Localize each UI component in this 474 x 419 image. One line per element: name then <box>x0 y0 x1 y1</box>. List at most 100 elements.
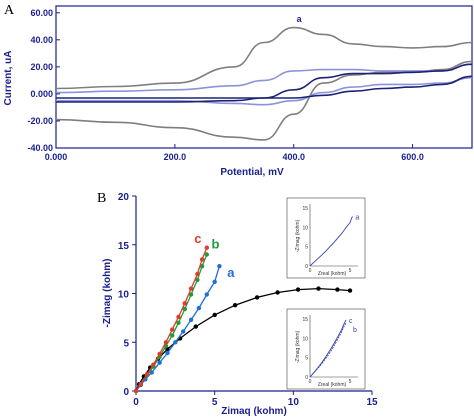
panel-b-ticks: 0 5 10 15 0 5 10 15 20 <box>118 192 378 408</box>
inset-curve-b <box>309 322 347 378</box>
inset-bc-y-label: -Zimag (kohm) <box>295 330 301 363</box>
nyquist-point-c <box>182 301 187 306</box>
nyquist-point-b <box>204 252 209 257</box>
inset-bc-x-label: Zreal (kohm) <box>318 382 347 388</box>
panel-b-y-tick-label: 5 <box>123 338 129 349</box>
cv-curve-label-a: a <box>297 14 303 24</box>
inset-a-x-label: Zreal (kohm) <box>318 271 347 277</box>
cv-curve-c-forward <box>56 63 473 103</box>
inset-x-tick-label: 0 <box>309 379 312 385</box>
panel-b-x-tick-label: 5 <box>212 397 218 408</box>
inset-curve-c <box>309 319 347 378</box>
inset-bc-curves: cb <box>309 318 357 378</box>
nyquist-point-c <box>144 372 150 377</box>
inset-bc-ticks: 0 5 0 5 10 15 <box>302 317 351 385</box>
inset-curve-a <box>309 216 353 267</box>
nyquist-point-a <box>188 317 194 322</box>
nyquist-point-a <box>217 264 222 269</box>
nyquist-point-a <box>196 305 202 311</box>
nyquist-point-d <box>254 295 260 300</box>
inset-y-tick-label: 15 <box>302 317 308 323</box>
inset-curve-label-c: c <box>349 318 353 325</box>
panel-b-y-tick-label: 10 <box>118 290 130 301</box>
nyquist-label-b: b <box>212 237 220 252</box>
nyquist-point-d <box>275 290 280 295</box>
nyquist-point-b <box>170 333 175 338</box>
panel-b-x-tick-label: 0 <box>133 397 139 408</box>
nyquist-point-b <box>182 306 187 312</box>
cv-curve-b-forward <box>55 63 473 94</box>
inset-curve-label-b: b <box>353 327 357 334</box>
inset-curve-label-a: a <box>355 214 359 221</box>
panel-b-x-tick-label: 10 <box>288 397 300 408</box>
panel-b-y-tick-label: 20 <box>118 192 130 203</box>
panel-a-y-tick-label: 0.000 <box>30 89 53 99</box>
nyquist-point-c <box>170 327 175 332</box>
inset-y-tick-label: 10 <box>302 336 308 342</box>
nyquist-point-c <box>157 351 162 357</box>
panel-a-y-tick-label: 40.00 <box>30 35 53 45</box>
panel-a-frame <box>55 5 473 149</box>
nyquist-point-c <box>204 245 209 250</box>
nyquist-point-c <box>188 286 194 291</box>
nyquist-point-c <box>163 340 169 345</box>
inset-y-tick-label: 5 <box>305 356 308 362</box>
panel-a-x-tick-label: 0.000 <box>45 152 68 162</box>
nyquist-point-d <box>212 312 217 318</box>
inset-a-frame <box>286 197 366 279</box>
nyquist-line-d <box>135 287 351 392</box>
panel-a-y-tick-label: 60.00 <box>30 8 53 18</box>
inset-a-ticks: 0 5 0 5 10 15 <box>302 206 351 274</box>
panel-a-y-tick-label: -20.00 <box>27 116 53 126</box>
panel-a-label: A <box>4 3 15 18</box>
nyquist-point-c <box>199 257 205 262</box>
nyquist-point-d <box>193 324 198 329</box>
inset-x-tick-label: 5 <box>349 379 352 385</box>
inset-y-tick-label: 0 <box>305 375 308 381</box>
inset-y-tick-label: 5 <box>305 245 308 251</box>
panel-b-y-label: -Zimag (kohm) <box>102 259 113 328</box>
inset-a-y-label: -Zimag (kohm) <box>295 219 301 252</box>
panel-a-x-tick-label: 200.0 <box>164 152 187 162</box>
panel-a-y-tick-label: 20.00 <box>30 62 53 72</box>
nyquist-point-a <box>212 279 217 284</box>
panel-a-x-label: Potential, mV <box>220 167 284 178</box>
nyquist-point-a <box>165 350 170 356</box>
panel-b-y-tick-label: 0 <box>123 387 129 398</box>
nyquist-point-b <box>176 320 181 325</box>
inset-a-curves: a <box>309 214 359 267</box>
nyquist-point-c <box>138 382 143 387</box>
nyquist-point-d <box>347 288 353 293</box>
panel-b-x-label: Zimaq (kohm) <box>221 406 287 417</box>
nyquist-point-d <box>295 287 301 292</box>
inset-y-tick-label: 10 <box>302 225 308 231</box>
cv-curve-c-reverse <box>56 75 473 99</box>
nyquist-point-d <box>335 287 340 292</box>
panel-b-y-tick-label: 15 <box>118 241 130 252</box>
nyquist-point-d <box>316 286 321 291</box>
nyquist-point-c <box>133 388 139 394</box>
panel-a: A 0.000 200.0 400.0 600.060.0040.0020.000.0… <box>3 3 473 178</box>
nyquist-point-a <box>204 292 209 297</box>
nyquist-point-c <box>195 271 200 277</box>
panel-a-curves <box>55 26 473 141</box>
nyquist-label-c: c <box>194 231 201 246</box>
panel-a-y-tick-label: -40.00 <box>27 143 53 153</box>
nyquist-point-b <box>188 292 194 297</box>
nyquist-line-c <box>135 247 208 392</box>
inset-y-tick-label: 0 <box>305 264 308 270</box>
nyquist-point-d <box>232 303 238 308</box>
panel-b-inset-bc: 0 5 0 5 10 15 cb Zreal (kohm) -Zimag (kohm) <box>286 308 366 390</box>
inset-bc-frame <box>286 308 366 390</box>
panel-a-x-tick-label: 400.0 <box>282 152 305 162</box>
panel-a-curve-labels: abc <box>297 14 303 24</box>
panel-b-x-tick-label: 15 <box>366 397 378 408</box>
nyquist-label-a: a <box>227 265 235 280</box>
inset-y-tick-label: 15 <box>302 206 308 212</box>
nyquist-point-c <box>176 314 181 320</box>
nyquist-point-a <box>181 329 186 334</box>
inset-x-tick-label: 5 <box>349 268 352 274</box>
panel-a-y-label: Current, uA <box>3 51 14 106</box>
